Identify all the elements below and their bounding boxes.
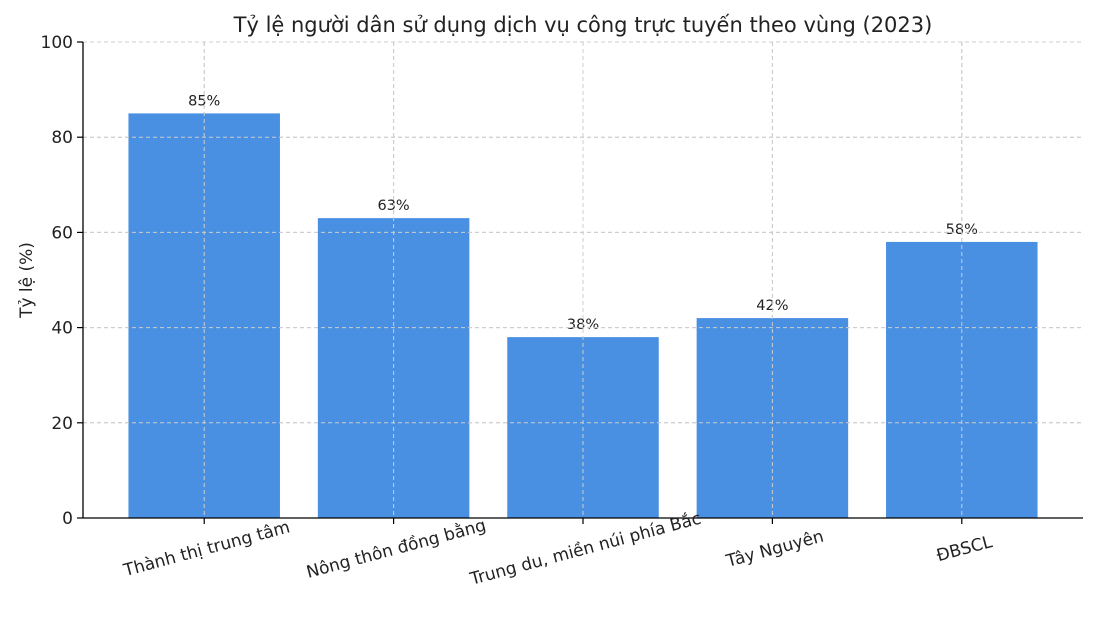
y-tick-label: 0	[62, 509, 73, 529]
y-tick-label: 20	[51, 414, 73, 434]
chart-title: Tỷ lệ người dân sử dụng dịch vụ công trự…	[233, 13, 933, 37]
x-tick-label: Tây Nguyên	[723, 527, 826, 572]
x-tick-label: Trung du, miền núi phía Bắc	[467, 508, 703, 590]
x-tick-label: Thành thị trung tâm	[121, 517, 292, 581]
y-tick-label: 60	[51, 223, 73, 243]
bar	[318, 218, 470, 518]
bar	[697, 318, 849, 518]
x-tick-label: ĐBSCL	[935, 532, 995, 566]
y-axis-label: Tỷ lệ (%)	[17, 242, 37, 319]
y-tick-label: 40	[51, 319, 73, 339]
y-tick-label: 100	[41, 33, 73, 53]
y-tick-label: 80	[51, 128, 73, 148]
x-tick-label: Nông thôn đồng bằng	[304, 515, 488, 583]
